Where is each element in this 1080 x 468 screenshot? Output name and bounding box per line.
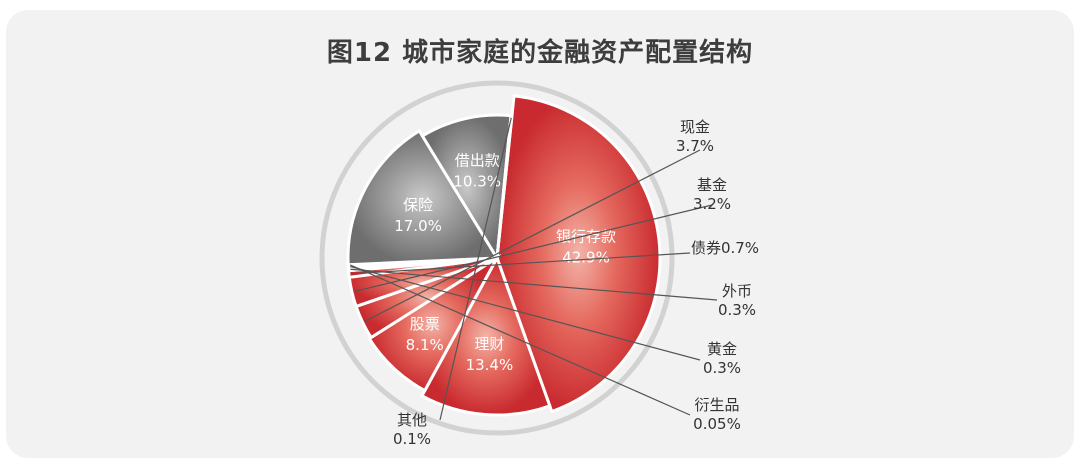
slice-label-6: 外币 — [722, 282, 752, 300]
slice-label-11: 其他 — [397, 411, 427, 429]
leader-line-11 — [439, 117, 512, 421]
leader-line-4 — [353, 204, 713, 293]
slice-value-6: 0.3% — [718, 301, 756, 319]
slice-label-9: 保险 — [403, 196, 433, 214]
slice-value-7: 0.3% — [703, 359, 741, 377]
slice-label-7: 黄金 — [707, 340, 737, 358]
leader-line-6 — [350, 268, 718, 301]
slice-label-8: 衍生品 — [694, 396, 739, 414]
slice-value-0: 42.9% — [562, 248, 610, 266]
pie-slice-11 — [495, 114, 514, 259]
pie-outer-ring — [319, 80, 675, 436]
slice-value-3: 3.7% — [676, 137, 714, 155]
leader-line-8 — [349, 264, 691, 416]
slice-label-10: 借出款 — [455, 152, 500, 170]
slice-value-1: 13.4% — [466, 356, 514, 374]
slice-value-10: 10.3% — [453, 173, 501, 191]
pie-slice-1 — [419, 254, 552, 417]
slice-label-1: 理财 — [474, 335, 504, 353]
slice-value-8: 0.05% — [693, 415, 741, 433]
pie-slice-9 — [346, 128, 500, 267]
slice-label-5: 债券0.7% — [691, 239, 759, 257]
leader-line-3 — [364, 149, 701, 323]
pie-slice-2 — [367, 253, 502, 393]
slice-value-11: 0.1% — [393, 430, 431, 448]
pie-slice-10 — [420, 113, 513, 263]
leader-line-5 — [350, 252, 691, 275]
chart-title: 图12 城市家庭的金融资产配置结构 — [326, 38, 754, 68]
slice-label-2: 股票 — [410, 315, 440, 333]
slice-value-9: 17.0% — [394, 217, 442, 235]
pie-slice-0 — [495, 94, 662, 414]
slice-value-2: 8.1% — [406, 336, 444, 354]
leader-line-7 — [350, 265, 701, 361]
slice-label-3: 现金 — [680, 118, 710, 136]
slice-label-4: 基金 — [697, 176, 727, 194]
slice-value-4: 3.2% — [693, 195, 731, 213]
